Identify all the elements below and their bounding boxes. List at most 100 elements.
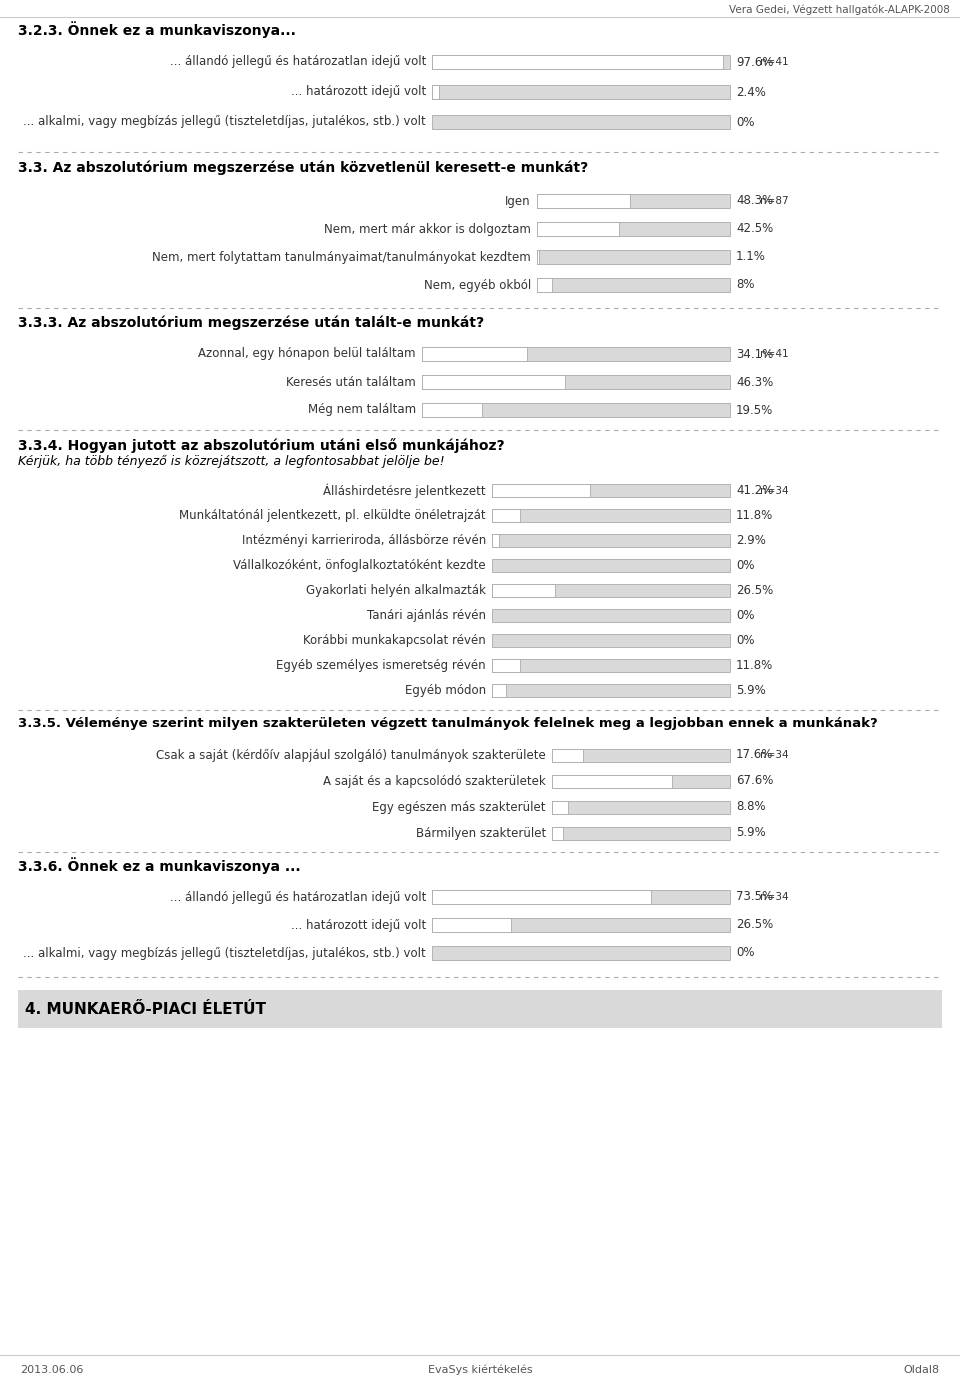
Text: Vera Gedei, Végzett hallgatók-ALAPK-2008: Vera Gedei, Végzett hallgatók-ALAPK-2008	[730, 4, 950, 15]
Bar	[537, 250, 730, 264]
Bar	[432, 114, 730, 128]
Text: 41.2%: 41.2%	[736, 484, 774, 497]
Text: 97.6%: 97.6%	[736, 56, 774, 68]
Text: 19.5%: 19.5%	[736, 403, 773, 417]
Text: Keresés után találtam: Keresés után találtam	[286, 375, 416, 388]
Text: n=41: n=41	[760, 57, 788, 67]
Text: 2.4%: 2.4%	[736, 85, 766, 99]
Bar	[422, 347, 730, 361]
Text: n=87: n=87	[760, 197, 788, 206]
Bar	[552, 826, 563, 840]
Text: Gyakorlati helyén alkalmazták: Gyakorlati helyén alkalmazták	[306, 585, 486, 597]
Bar	[492, 633, 730, 647]
Bar	[492, 684, 506, 698]
Text: 0%: 0%	[736, 116, 755, 128]
Text: n=34: n=34	[760, 891, 788, 903]
Text: A saját és a kapcsolódó szakterületek: A saját és a kapcsolódó szakterületek	[324, 774, 546, 788]
Text: ... állandó jellegű és határozatlan idejű volt: ... állandó jellegű és határozatlan idej…	[170, 56, 426, 68]
Text: 0%: 0%	[736, 946, 755, 960]
Bar	[552, 774, 672, 788]
Text: 2013.06.06: 2013.06.06	[20, 1364, 84, 1375]
Text: 8%: 8%	[736, 279, 755, 292]
Bar	[552, 826, 730, 840]
Bar	[492, 484, 730, 497]
Text: EvaSys kiértékelés: EvaSys kiértékelés	[428, 1364, 532, 1375]
Text: Intézményi karrieriroda, állásbörze révén: Intézményi karrieriroda, állásbörze révé…	[242, 534, 486, 547]
Bar	[492, 658, 520, 672]
Text: Munkáltatónál jelentkezett, pl. elküldte önéletrajzát: Munkáltatónál jelentkezett, pl. elküldte…	[180, 509, 486, 522]
Bar	[422, 347, 527, 361]
Text: Azonnal, egy hónapon belül találtam: Azonnal, egy hónapon belül találtam	[199, 347, 416, 360]
Text: n=34: n=34	[760, 751, 788, 760]
Text: 3.3.4. Hogyan jutott az abszolutórium utáni első munkájához?: 3.3.4. Hogyan jutott az abszolutórium ut…	[18, 438, 505, 453]
Text: Álláshirdetésre jelentkezett: Álláshirdetésre jelentkezett	[324, 483, 486, 498]
Bar	[492, 534, 730, 547]
Text: Oldal8: Oldal8	[904, 1364, 940, 1375]
Bar	[432, 890, 651, 904]
Text: 73.5%: 73.5%	[736, 890, 773, 904]
Bar	[552, 801, 730, 813]
Text: ... alkalmi, vagy megbízás jellegű (tiszteletdíjas, jutalékos, stb.) volt: ... alkalmi, vagy megbízás jellegű (tisz…	[23, 946, 426, 960]
Text: 11.8%: 11.8%	[736, 509, 773, 522]
Text: 0%: 0%	[736, 633, 755, 647]
Bar	[492, 484, 590, 497]
Text: 17.6%: 17.6%	[736, 749, 774, 762]
Text: Még nem találtam: Még nem találtam	[308, 403, 416, 417]
Text: Korábbi munkakapcsolat révén: Korábbi munkakapcsolat révén	[303, 633, 486, 647]
Text: ... határozott idejű volt: ... határozott idejű volt	[291, 85, 426, 99]
Bar	[537, 222, 730, 236]
Bar	[537, 194, 730, 208]
Bar	[537, 278, 552, 292]
Bar	[422, 403, 730, 417]
Text: 48.3%: 48.3%	[736, 194, 773, 208]
Bar	[492, 585, 555, 597]
Bar	[537, 222, 619, 236]
Text: n=34: n=34	[760, 485, 788, 495]
Text: 26.5%: 26.5%	[736, 918, 773, 932]
Text: 11.8%: 11.8%	[736, 658, 773, 672]
Text: 3.3.5. Véleménye szerint milyen szakterületen végzett tanulmányok felelnek meg a: 3.3.5. Véleménye szerint milyen szakterü…	[18, 717, 877, 731]
Bar	[492, 534, 499, 547]
Bar	[537, 250, 540, 264]
Text: ... határozott idejű volt: ... határozott idejű volt	[291, 918, 426, 932]
Text: 3.3. Az abszolutórium megszerzése után közvetlenül keresett-e munkát?: 3.3. Az abszolutórium megszerzése után k…	[18, 160, 588, 176]
Bar	[432, 85, 730, 99]
Text: Nem, mert folytattam tanulmányaimat/tanulmányokat kezdtem: Nem, mert folytattam tanulmányaimat/tanu…	[153, 251, 531, 264]
Bar	[18, 990, 942, 1028]
Text: 34.1%: 34.1%	[736, 347, 773, 360]
Text: 46.3%: 46.3%	[736, 375, 773, 388]
Text: 5.9%: 5.9%	[736, 826, 766, 840]
Text: 42.5%: 42.5%	[736, 222, 773, 236]
Bar	[552, 774, 730, 788]
Text: 8.8%: 8.8%	[736, 801, 766, 813]
Text: Nem, egyéb okból: Nem, egyéb okból	[423, 279, 531, 292]
Text: n=41: n=41	[760, 349, 788, 359]
Bar	[432, 54, 730, 68]
Text: ... állandó jellegű és határozatlan idejű volt: ... állandó jellegű és határozatlan idej…	[170, 890, 426, 904]
Text: 3.2.3. Önnek ez a munkaviszonya...: 3.2.3. Önnek ez a munkaviszonya...	[18, 21, 296, 39]
Text: 3.3.6. Önnek ez a munkaviszonya ...: 3.3.6. Önnek ez a munkaviszonya ...	[18, 858, 300, 875]
Text: 3.3.3. Az abszolutórium megszerzése után talált-e munkát?: 3.3.3. Az abszolutórium megszerzése után…	[18, 315, 484, 331]
Text: Vállalkozóként, önfoglalkoztatóként kezdte: Vállalkozóként, önfoglalkoztatóként kezd…	[233, 559, 486, 572]
Text: Tanári ajánlás révén: Tanári ajánlás révén	[367, 610, 486, 622]
Text: Egyéb személyes ismeretség révén: Egyéb személyes ismeretség révén	[276, 658, 486, 672]
Bar	[552, 749, 584, 762]
Bar	[492, 684, 730, 698]
Text: 0%: 0%	[736, 559, 755, 572]
Bar	[432, 918, 730, 932]
Text: 26.5%: 26.5%	[736, 585, 773, 597]
Text: 1.1%: 1.1%	[736, 251, 766, 264]
Text: Igen: Igen	[505, 194, 531, 208]
Text: Nem, mert már akkor is dolgoztam: Nem, mert már akkor is dolgoztam	[324, 222, 531, 236]
Bar	[492, 509, 520, 522]
Text: 5.9%: 5.9%	[736, 684, 766, 698]
Bar	[492, 509, 730, 522]
Bar	[432, 54, 723, 68]
Bar	[552, 749, 730, 762]
Text: 2.9%: 2.9%	[736, 534, 766, 547]
Text: Bármilyen szakterület: Bármilyen szakterület	[416, 826, 546, 840]
Bar	[492, 585, 730, 597]
Bar	[492, 658, 730, 672]
Bar	[492, 610, 730, 622]
Bar	[432, 946, 730, 960]
